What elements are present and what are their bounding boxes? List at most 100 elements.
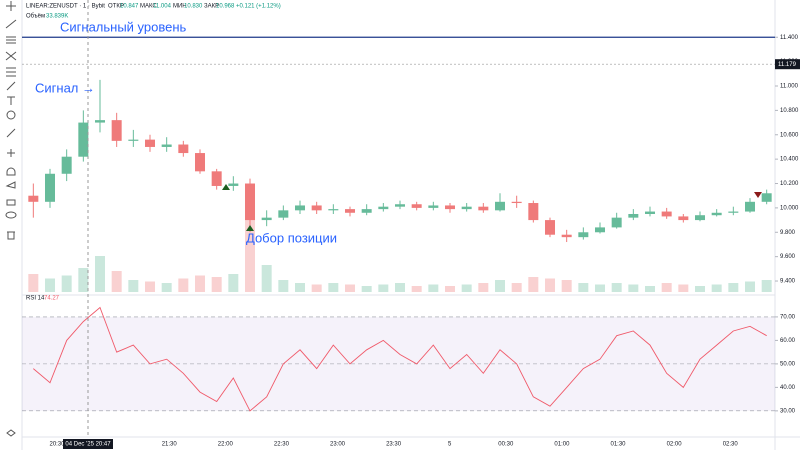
high-value: 11.004 xyxy=(153,4,172,10)
magnet-tool[interactable] xyxy=(6,167,16,176)
volume-bar xyxy=(695,286,705,292)
candle-body xyxy=(311,205,322,211)
candle-body xyxy=(45,173,55,202)
low-value: 10.830 xyxy=(184,4,203,10)
x-tick-label: 21:30 xyxy=(162,442,178,448)
candle-body xyxy=(95,120,105,123)
volume-bar xyxy=(95,256,105,292)
candle-body xyxy=(28,195,39,202)
volume-bar xyxy=(611,283,622,292)
volume-value: 33.839K xyxy=(46,14,68,20)
volume-bar xyxy=(428,284,439,292)
candle-body xyxy=(645,211,655,214)
projection-tool[interactable] xyxy=(6,67,16,77)
volume-bar xyxy=(61,275,72,292)
candle-body xyxy=(145,139,155,147)
candle-body xyxy=(278,210,289,218)
volume-bar xyxy=(178,278,189,292)
signal-text: Сигнал → xyxy=(35,80,95,95)
cursor-time-box xyxy=(63,439,113,449)
candle-body xyxy=(295,205,305,211)
text-tool[interactable] xyxy=(7,96,15,105)
volume-bar xyxy=(511,283,522,292)
y-tick-label: 10.000 xyxy=(780,205,799,211)
eye-tool[interactable] xyxy=(5,211,17,219)
candle-body xyxy=(195,153,205,172)
volume-bar xyxy=(145,281,155,292)
symbol: LINEAR:ZENUSDT · 1 · Bybit xyxy=(26,4,105,10)
candle-body xyxy=(361,209,372,213)
pattern-tool[interactable] xyxy=(5,51,17,61)
x-tick-label: 22:00 xyxy=(218,442,234,448)
volume-bar xyxy=(261,265,272,292)
volume-bar xyxy=(561,280,572,292)
candle-body xyxy=(528,203,539,221)
last-price-label: 11.179 xyxy=(778,62,797,68)
signal-level-text: Сигнальный уровень xyxy=(60,19,187,34)
draw-lock-tool[interactable] xyxy=(5,181,16,189)
candle-body xyxy=(228,183,239,186)
x-tick-label: 22:30 xyxy=(274,442,290,448)
volume-bar xyxy=(211,277,222,292)
rsi-label: RSI 14 xyxy=(26,296,45,302)
last-price-box xyxy=(775,59,800,70)
rsi-tick-label: 30.00 xyxy=(780,408,796,414)
candle-body xyxy=(628,213,639,218)
volume-bar xyxy=(295,283,305,292)
fib-tool[interactable] xyxy=(6,36,16,44)
candle-body xyxy=(261,217,272,221)
candle-body xyxy=(578,232,589,238)
candle-body xyxy=(161,144,172,147)
x-tick-label: 01:30 xyxy=(610,442,626,448)
y-tick-label: 10.400 xyxy=(780,157,799,163)
candle-body xyxy=(745,201,755,212)
y-tick-label: 9.400 xyxy=(780,279,796,285)
rsi-tick-label: 50.00 xyxy=(780,361,796,367)
volume-bar xyxy=(645,286,655,292)
rsi-line xyxy=(33,306,767,412)
y-tick-label: 9.800 xyxy=(780,230,796,236)
layers-tool[interactable] xyxy=(6,429,16,437)
volume-bar xyxy=(445,286,455,292)
volume-bar xyxy=(111,271,122,292)
y-tick-label: 10.200 xyxy=(780,181,799,187)
rsi-tick-label: 40.00 xyxy=(780,385,796,391)
x-tick-label: 5 xyxy=(448,442,452,448)
x-tick-label: 02:00 xyxy=(667,442,683,448)
x-tick-label: 02:30 xyxy=(723,442,739,448)
change-value: +0.121 (+1.12%) xyxy=(236,4,281,10)
candle-body xyxy=(761,193,772,202)
y-tick-label: 9.600 xyxy=(780,254,796,260)
volume-bar xyxy=(245,220,255,292)
volume-bar xyxy=(45,278,55,292)
zoom-tool[interactable] xyxy=(7,149,15,157)
volume-bar xyxy=(578,283,589,292)
cursor-time: 04 Dec '25 20:47 xyxy=(65,442,111,448)
volume-bar xyxy=(528,277,539,292)
open-label: ОТКР xyxy=(108,4,124,10)
candle-body xyxy=(395,204,405,207)
crosshair-tool[interactable] xyxy=(6,1,16,11)
volume-bar xyxy=(461,284,472,292)
brush-tool[interactable] xyxy=(6,81,16,91)
candle-body xyxy=(611,217,622,228)
volume-bar xyxy=(278,280,289,292)
signal-marker-up xyxy=(222,184,230,190)
trendline-tool[interactable] xyxy=(5,19,17,29)
ruler-tool[interactable] xyxy=(6,128,16,138)
y-tick-label: 11.000 xyxy=(780,84,799,90)
lock-tool[interactable] xyxy=(6,199,16,206)
y-tick-label: 11.400 xyxy=(780,35,799,41)
volume-bar xyxy=(345,284,355,292)
add-text: Добор позиции xyxy=(246,230,337,245)
candle-body xyxy=(595,227,605,233)
icon-tool[interactable] xyxy=(6,110,16,120)
candle-body xyxy=(711,212,722,216)
volume-bar xyxy=(711,284,722,292)
x-tick-label: 23:30 xyxy=(386,442,402,448)
trash-tool[interactable] xyxy=(7,231,15,240)
y-tick-label: 10.600 xyxy=(780,132,799,138)
candle-body xyxy=(428,205,439,208)
